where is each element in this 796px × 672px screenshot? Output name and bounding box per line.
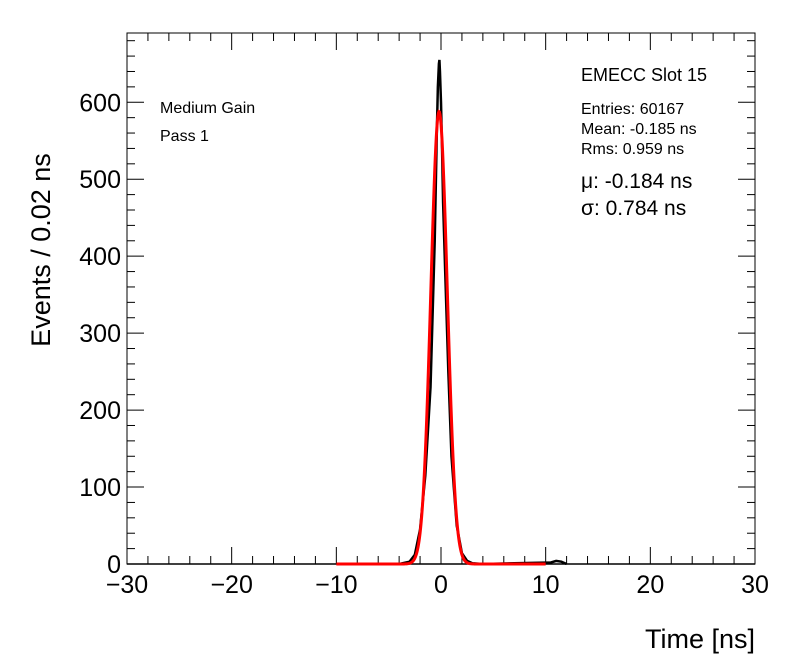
y-tick-label: 100 bbox=[79, 474, 121, 502]
x-tick-label: −30 bbox=[106, 571, 148, 599]
x-tick-label: 30 bbox=[741, 571, 769, 599]
y-tick-label: 500 bbox=[79, 166, 121, 194]
gain-label: Medium Gain bbox=[160, 100, 255, 117]
y-tick-label: 200 bbox=[79, 397, 121, 425]
y-tick-label: 600 bbox=[79, 89, 121, 117]
y-axis: 0 100 200 300 400 500 600 bbox=[79, 40, 755, 579]
x-tick-label: −10 bbox=[315, 571, 357, 599]
stats-entries: Entries: 60167 bbox=[581, 101, 684, 118]
pass-label: Pass 1 bbox=[160, 128, 209, 145]
fit-sigma: σ: 0.784 ns bbox=[581, 197, 686, 220]
x-tick-label: 20 bbox=[636, 571, 664, 599]
gaussian-fit-line bbox=[336, 109, 546, 566]
x-tick-label: 10 bbox=[532, 571, 560, 599]
y-axis-title: Events / 0.02 ns bbox=[26, 153, 56, 347]
fit-mu: μ: -0.184 ns bbox=[581, 170, 692, 193]
x-axis-title: Time [ns] bbox=[645, 624, 755, 654]
y-tick-label: 0 bbox=[107, 551, 121, 579]
y-tick-label: 400 bbox=[79, 243, 121, 271]
x-tick-label: −20 bbox=[210, 571, 252, 599]
x-axis: −30 −20 −10 0 10 20 30 bbox=[106, 33, 769, 599]
y-tick-label: 300 bbox=[79, 320, 121, 348]
series-layer bbox=[127, 59, 755, 566]
stats-mean: Mean: -0.185 ns bbox=[581, 121, 697, 138]
x-tick-label: 0 bbox=[434, 571, 448, 599]
stats-rms: Rms: 0.959 ns bbox=[581, 141, 684, 158]
stats-title: EMECC Slot 15 bbox=[581, 65, 707, 85]
